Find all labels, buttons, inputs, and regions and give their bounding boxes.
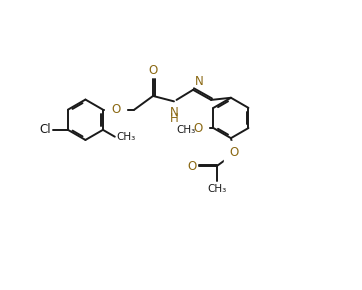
Text: O: O bbox=[188, 160, 197, 173]
Text: H: H bbox=[170, 112, 179, 125]
Text: CH₃: CH₃ bbox=[116, 132, 135, 142]
Text: O: O bbox=[148, 64, 158, 77]
Text: O: O bbox=[194, 122, 203, 135]
Text: N: N bbox=[170, 106, 179, 119]
Text: CH₃: CH₃ bbox=[207, 184, 226, 194]
Text: Cl: Cl bbox=[40, 123, 51, 136]
Text: CH₃: CH₃ bbox=[176, 125, 195, 135]
Text: N: N bbox=[195, 75, 204, 88]
Text: O: O bbox=[229, 146, 239, 159]
Text: O: O bbox=[111, 103, 120, 116]
